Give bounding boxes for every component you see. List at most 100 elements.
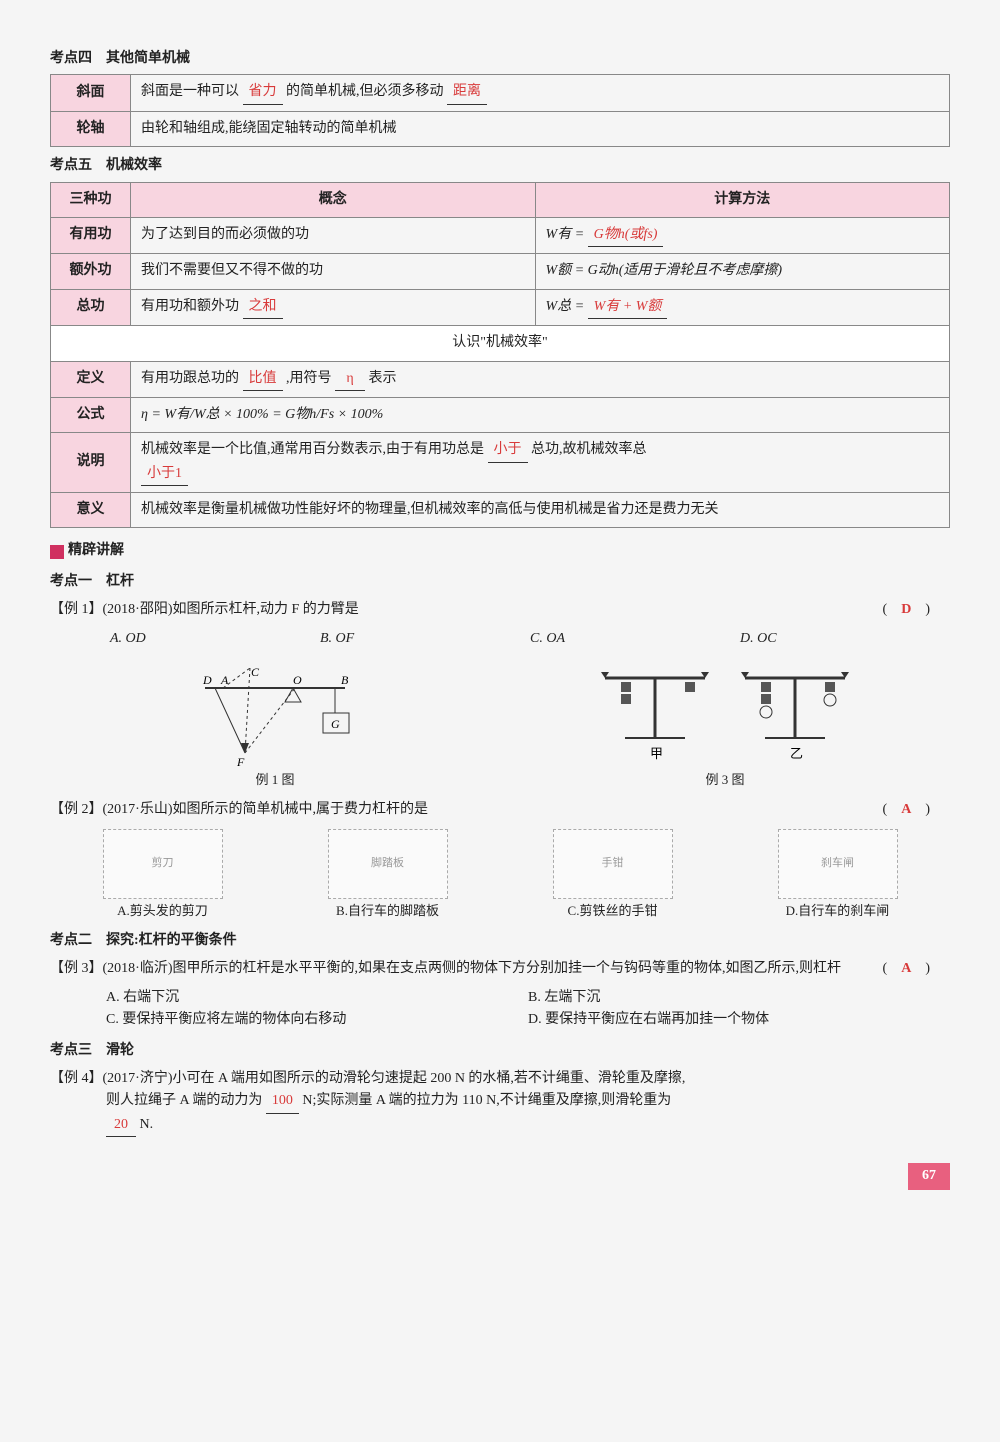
cell: W额 = G动h(适用于滑轮且不考虑摩擦) bbox=[535, 254, 949, 289]
figure-1: D A C O B F G 例 1 图 bbox=[50, 658, 500, 791]
table-row: 有用功 为了达到目的而必须做的功 W有 = G物h(或fs) bbox=[51, 217, 950, 253]
table-row: 额外功 我们不需要但又不得不做的功 W额 = G动h(适用于滑轮且不考虑摩擦) bbox=[51, 254, 950, 289]
table-row: 轮轴 由轮和轴组成,能绕固定轴转动的简单机械 bbox=[51, 111, 950, 146]
cell: 为了达到目的而必须做的功 bbox=[131, 217, 536, 253]
svg-text:O: O bbox=[293, 673, 302, 687]
table-row: 斜面 斜面是一种可以 省力 的简单机械,但必须多移动 距离 bbox=[51, 75, 950, 111]
cell: 我们不需要但又不得不做的功 bbox=[131, 254, 536, 289]
options-row: A. OD B. OF C. OA D. OC bbox=[50, 628, 950, 650]
sec4-table: 斜面 斜面是一种可以 省力 的简单机械,但必须多移动 距离 轮轴 由轮和轴组成,… bbox=[50, 74, 950, 147]
tool-image: 剪刀 bbox=[103, 829, 223, 899]
cell: W总 = W有 + W额 bbox=[535, 289, 949, 325]
table-row: 意义 机械效率是衡量机械做功性能好坏的物理量,但机械效率的高低与使用机械是省力还… bbox=[51, 493, 950, 528]
answer-paren: ( A ) bbox=[883, 799, 930, 821]
example-1: 【例 1】(2018·邵阳)如图所示杠杆,动力 F 的力臂是 ( D ) bbox=[50, 599, 950, 621]
blank: G物h(或fs) bbox=[588, 224, 664, 247]
example-3: 【例 3】(2018·临沂)图甲所示的杠杆是水平平衡的,如果在支点两侧的物体下方… bbox=[50, 958, 950, 980]
cell: η = W有/W总 × 100% = G物h/Fs × 100% bbox=[131, 397, 950, 432]
blank: 小于1 bbox=[141, 463, 188, 486]
blank: 20 bbox=[106, 1114, 136, 1137]
sec5-title: 考点五 机械效率 bbox=[50, 155, 950, 177]
option: B. 左端下沉 bbox=[528, 987, 950, 1009]
tool-image: 刹车闸 bbox=[778, 829, 898, 899]
option: C. OA bbox=[530, 628, 740, 650]
row-label: 额外功 bbox=[51, 254, 131, 289]
fig-caption: 例 3 图 bbox=[705, 770, 744, 791]
option: B. OF bbox=[320, 628, 530, 650]
fig-caption: 例 1 图 bbox=[255, 770, 294, 791]
tool-image: 脚踏板 bbox=[328, 829, 448, 899]
option: A.剪头发的剪刀 bbox=[117, 901, 208, 922]
row-content: 由轮和轴组成,能绕固定轴转动的简单机械 bbox=[131, 111, 950, 146]
svg-text:乙: 乙 bbox=[790, 746, 803, 761]
table-row: 说明 机械效率是一个比值,通常用百分数表示,由于有用功总是 小于 总功,故机械效… bbox=[51, 433, 950, 493]
options-grid: A. 右端下沉 C. 要保持平衡应将左端的物体向右移动 B. 左端下沉 D. 要… bbox=[50, 987, 950, 1032]
option: D. 要保持平衡应在右端再加挂一个物体 bbox=[528, 1009, 950, 1031]
option: A. 右端下沉 bbox=[106, 987, 528, 1009]
svg-text:C: C bbox=[251, 665, 260, 679]
svg-text:G: G bbox=[331, 717, 340, 731]
blank: 100 bbox=[266, 1090, 299, 1113]
svg-text:甲: 甲 bbox=[650, 746, 663, 761]
balance-diagram-icon: 甲 乙 bbox=[595, 658, 855, 768]
table-row: 公式 η = W有/W总 × 100% = G物h/Fs × 100% bbox=[51, 397, 950, 432]
row-label: 斜面 bbox=[51, 75, 131, 111]
blank: 之和 bbox=[243, 296, 283, 319]
svg-text:B: B bbox=[341, 673, 349, 687]
row-label: 公式 bbox=[51, 397, 131, 432]
table-row: 定义 有用功跟总功的 比值 ,用符号 η 表示 bbox=[51, 361, 950, 397]
figure-row: D A C O B F G 例 1 图 bbox=[50, 658, 950, 791]
lever-diagram-icon: D A C O B F G bbox=[185, 658, 365, 768]
row-label: 定义 bbox=[51, 361, 131, 397]
sub-header: 认识"机械效率" bbox=[51, 326, 950, 361]
option: C.剪铁丝的手钳 bbox=[568, 901, 658, 922]
cell: 机械效率是衡量机械做功性能好坏的物理量,但机械效率的高低与使用机械是省力还是费力… bbox=[131, 493, 950, 528]
table-row: 总功 有用功和额外功 之和 W总 = W有 + W额 bbox=[51, 289, 950, 325]
table-header-row: 三种功 概念 计算方法 bbox=[51, 182, 950, 217]
table-row: 认识"机械效率" bbox=[51, 326, 950, 361]
option: D. OC bbox=[740, 628, 950, 650]
example-4: 【例 4】(2017·济宁)小可在 A 端用如图所示的动滑轮匀速提起 200 N… bbox=[50, 1068, 950, 1137]
row-label: 意义 bbox=[51, 493, 131, 528]
option: A. OD bbox=[110, 628, 320, 650]
row-label: 轮轴 bbox=[51, 111, 131, 146]
cell: 机械效率是一个比值,通常用百分数表示,由于有用功总是 小于 总功,故机械效率总 … bbox=[131, 433, 950, 493]
answer: A bbox=[901, 802, 911, 817]
blank: 距离 bbox=[447, 81, 487, 104]
square-icon bbox=[50, 545, 64, 559]
cell: W有 = G物h(或fs) bbox=[535, 217, 949, 253]
row-label: 说明 bbox=[51, 433, 131, 493]
cell: 有用功跟总功的 比值 ,用符号 η 表示 bbox=[131, 361, 950, 397]
option: C. 要保持平衡应将左端的物体向右移动 bbox=[106, 1009, 528, 1031]
col-header: 计算方法 bbox=[535, 182, 949, 217]
figure-3: 甲 乙 例 3 图 bbox=[500, 658, 950, 791]
example-2: 【例 2】(2017·乐山)如图所示的简单机械中,属于费力杠杆的是 ( A ) bbox=[50, 799, 950, 821]
answer-paren: ( A ) bbox=[883, 958, 930, 980]
answer: A bbox=[901, 961, 911, 976]
blank: 比值 bbox=[243, 368, 283, 391]
kp2-title: 考点二 探究:杠杆的平衡条件 bbox=[50, 930, 950, 952]
blank: 小于 bbox=[488, 439, 528, 462]
sec4-title: 考点四 其他简单机械 bbox=[50, 48, 950, 70]
row-label: 有用功 bbox=[51, 217, 131, 253]
svg-text:D: D bbox=[202, 673, 212, 687]
option: D.自行车的刹车闸 bbox=[786, 901, 890, 922]
kp3-title: 考点三 滑轮 bbox=[50, 1040, 950, 1062]
blank: 省力 bbox=[243, 81, 283, 104]
cell: 有用功和额外功 之和 bbox=[131, 289, 536, 325]
lecture-heading: 精辟讲解 bbox=[50, 540, 950, 562]
figure-row: 剪刀A.剪头发的剪刀 脚踏板B.自行车的脚踏板 手钳C.剪铁丝的手钳 刹车闸D.… bbox=[50, 829, 950, 922]
row-content: 斜面是一种可以 省力 的简单机械,但必须多移动 距离 bbox=[131, 75, 950, 111]
svg-text:A: A bbox=[220, 673, 229, 687]
col-header: 概念 bbox=[131, 182, 536, 217]
kp1-title: 考点一 杠杆 bbox=[50, 571, 950, 593]
row-label: 总功 bbox=[51, 289, 131, 325]
tool-image: 手钳 bbox=[553, 829, 673, 899]
page-number: 67 bbox=[908, 1163, 950, 1189]
option: B.自行车的脚踏板 bbox=[336, 901, 439, 922]
answer: D bbox=[901, 602, 911, 617]
sec5-table: 三种功 概念 计算方法 有用功 为了达到目的而必须做的功 W有 = G物h(或f… bbox=[50, 182, 950, 529]
svg-text:F: F bbox=[236, 755, 245, 768]
answer-paren: ( D ) bbox=[883, 599, 930, 621]
blank: W有 + W额 bbox=[588, 296, 668, 319]
